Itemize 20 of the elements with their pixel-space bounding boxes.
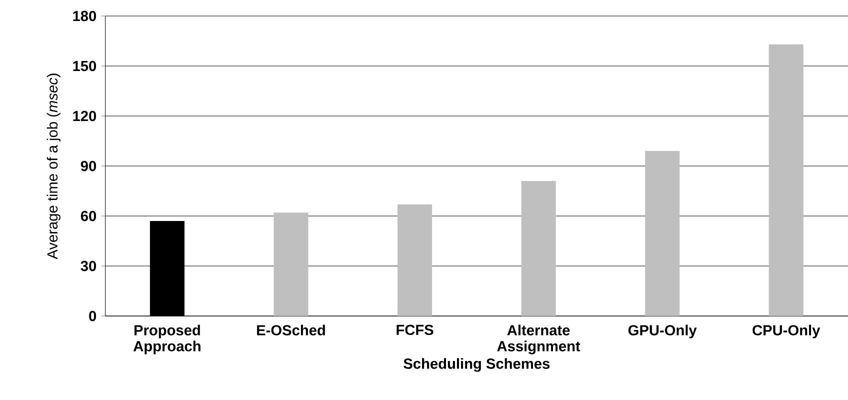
x-tick-label: E-OSched: [257, 324, 325, 336]
x-tick-label: Alternate Assignment: [497, 324, 580, 354]
x-tick-label: FCFS: [396, 324, 434, 336]
y-tick-label: 120: [73, 110, 96, 122]
y-tick-label: 180: [73, 10, 96, 22]
x-tick-label: CPU-Only: [752, 324, 820, 338]
x-axis-title: Scheduling Schemes: [404, 358, 550, 372]
bar: [768, 44, 804, 316]
y-tick-label: 30: [80, 260, 96, 272]
x-tick-label: Proposed Approach: [133, 324, 200, 354]
bar: [521, 181, 556, 316]
y-axis-title: Average time of a job (msec): [46, 74, 60, 260]
y-tick-label: 150: [73, 60, 96, 72]
y-tick-label: 90: [80, 160, 96, 172]
bar: [645, 151, 680, 316]
bar: [398, 204, 432, 316]
y-tick-label: 0: [89, 310, 96, 322]
y-tick-label: 60: [80, 210, 96, 222]
x-tick-label: GPU-Only: [628, 324, 697, 338]
bar: [274, 212, 308, 316]
